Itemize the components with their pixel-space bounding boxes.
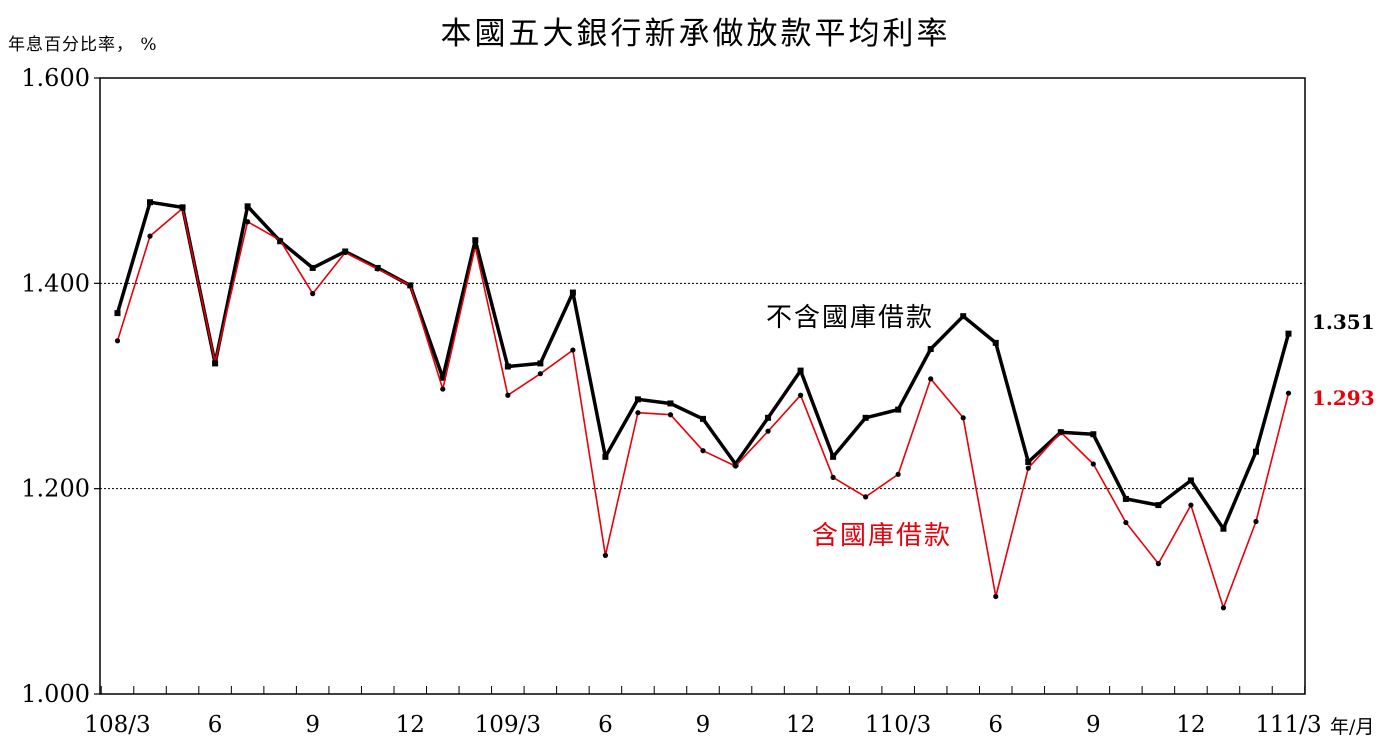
y-axis-label: 年息百分比率， %: [8, 35, 158, 55]
data-point: [147, 233, 153, 239]
data-point: [1285, 390, 1292, 396]
data-point: [277, 237, 283, 243]
data-point: [700, 415, 706, 422]
x-tick-label: 6: [208, 712, 223, 738]
plot-frame: [99, 77, 1306, 695]
data-point: [927, 346, 934, 353]
data-point: [1252, 448, 1259, 455]
data-point: [863, 494, 869, 500]
data-point: [797, 392, 804, 398]
end-value-excluding-treasury: 1.351: [1312, 310, 1375, 334]
data-point: [895, 471, 901, 477]
series-group: [114, 199, 1292, 611]
data-point: [1187, 477, 1194, 484]
data-point: [440, 386, 446, 392]
data-point: [439, 374, 446, 381]
data-point: [1220, 525, 1227, 532]
data-point: [212, 359, 218, 365]
data-point: [375, 266, 381, 272]
data-point: [537, 371, 543, 377]
y-tick-label: 1.400: [21, 269, 90, 297]
x-tick-label: 12: [1176, 712, 1205, 738]
x-tick-label: 6: [598, 712, 613, 738]
data-point: [602, 552, 609, 559]
data-point: [635, 410, 641, 416]
x-axis: 108/3 6 9 12 109/3 6 9 12 110/3 6 9 12 111/3: [84, 686, 1322, 738]
data-point: [1155, 561, 1161, 567]
data-point: [114, 310, 121, 317]
x-axis-label: 年/月: [1330, 716, 1375, 738]
data-point: [1155, 502, 1162, 509]
data-point: [732, 463, 739, 469]
series-label-including-treasury: 含國庫借款: [812, 521, 953, 551]
data-point: [928, 376, 934, 382]
data-point: [830, 453, 837, 460]
y-tick-label: 1.200: [21, 475, 90, 503]
data-point: [1285, 330, 1292, 337]
data-point: [765, 414, 772, 421]
data-point: [244, 203, 251, 210]
data-point: [1090, 431, 1097, 438]
data-point: [569, 289, 576, 296]
data-point: [342, 249, 348, 256]
data-point: [1123, 519, 1129, 526]
data-point: [862, 414, 869, 421]
chart-title: 本國五大銀行新承做放款平均利率: [440, 16, 951, 52]
data-point: [1025, 458, 1032, 465]
x-tick-label: 111/3: [1255, 712, 1321, 738]
data-point: [407, 282, 413, 288]
x-tick-label: 12: [396, 712, 425, 738]
y-tick-label: 1.600: [21, 64, 90, 92]
data-point: [537, 360, 544, 367]
data-point: [505, 392, 511, 398]
data-point: [1058, 429, 1064, 435]
x-tick-label: 6: [988, 712, 1003, 738]
data-point: [1253, 518, 1259, 525]
x-tick-label: 9: [1086, 712, 1101, 738]
data-point: [1025, 465, 1031, 471]
data-point: [570, 347, 576, 353]
data-point: [1090, 461, 1096, 467]
data-point: [1188, 502, 1194, 508]
data-point: [1220, 605, 1227, 611]
series-line-0: [115, 200, 1291, 531]
data-point: [895, 406, 902, 413]
y-axis: 1.000 1.200 1.400 1.600: [21, 64, 100, 708]
data-point: [960, 313, 967, 320]
x-tick-label: 9: [696, 712, 711, 738]
end-value-including-treasury: 1.293: [1312, 386, 1375, 410]
x-tick-label: 109/3: [475, 712, 541, 738]
x-tick-label: 12: [786, 712, 815, 738]
data-point: [992, 339, 999, 346]
data-point: [147, 199, 154, 206]
x-tick-label: 108/3: [84, 712, 150, 738]
data-point: [114, 338, 121, 344]
series-label-excluding-treasury: 不含國庫借款: [766, 303, 935, 333]
data-point: [667, 412, 674, 418]
data-point: [993, 593, 999, 600]
data-point: [830, 474, 836, 480]
x-tick-label: 110/3: [865, 712, 931, 738]
data-point: [472, 237, 479, 244]
data-point: [310, 291, 316, 297]
data-point: [472, 243, 478, 249]
data-point: [179, 205, 186, 211]
data-point: [309, 264, 316, 271]
x-tick-label: 9: [305, 712, 320, 738]
data-point: [960, 415, 966, 421]
data-point: [797, 367, 804, 374]
data-point: [667, 400, 674, 407]
grid-lines: [100, 282, 1305, 490]
series-line-1: [116, 207, 1290, 609]
data-point: [700, 448, 706, 454]
data-point: [1122, 495, 1129, 502]
data-point: [504, 363, 511, 370]
data-point: [634, 396, 641, 403]
data-point: [765, 428, 771, 434]
y-tick-label: 1.000: [21, 680, 90, 708]
data-point: [602, 453, 609, 460]
data-point: [245, 219, 251, 225]
